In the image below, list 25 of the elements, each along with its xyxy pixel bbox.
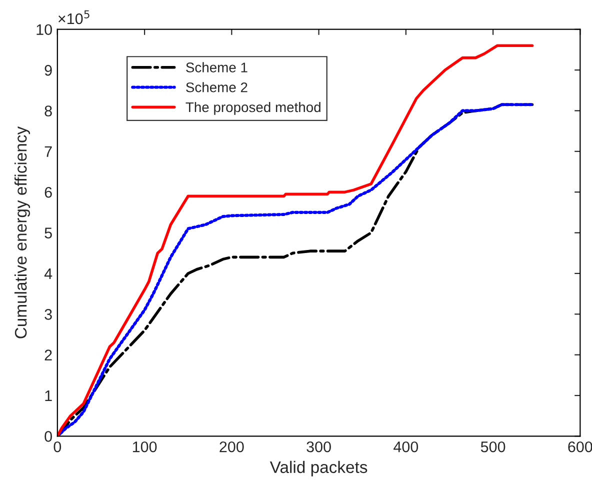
y-tick-label: 1: [45, 390, 52, 402]
y-tick-label: 8: [44, 106, 52, 116]
text: ×10$^{5}$: [58, 10, 90, 24]
x-tick-label: 400: [394, 441, 418, 452]
legend-label: The proposed method: [186, 102, 320, 115]
y-tick-label: 4: [44, 268, 52, 279]
x-tick-label: 600: [568, 441, 592, 452]
line-series: [57, 44, 534, 436]
y-tick-label: 3: [44, 309, 52, 320]
legend-label: Scheme 1: [186, 62, 248, 72]
y-tick-label: 7: [44, 146, 52, 157]
y-axis-title: Cumulative energy efficiency: [14, 126, 30, 338]
x-tick-label: 200: [220, 441, 244, 452]
x-tick-label: 100: [132, 441, 157, 452]
legend-label: Scheme 2: [186, 82, 248, 92]
y-tick-label: 0: [44, 431, 52, 442]
x-tick-label: 500: [480, 441, 506, 452]
y-tick-label: 5: [44, 228, 52, 238]
y-tick-label: 9: [44, 64, 52, 76]
y-tick-label: 10: [36, 24, 52, 36]
x-tick-label: 0: [54, 441, 62, 452]
x-axis-title: Valid packets: [270, 460, 368, 476]
y-tick-label: 2: [44, 350, 52, 360]
y-tick-label: 6: [44, 186, 52, 198]
x-tick-label: 300: [306, 441, 331, 452]
